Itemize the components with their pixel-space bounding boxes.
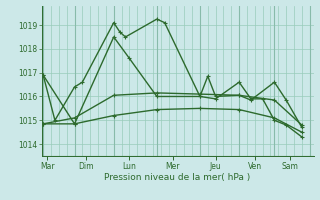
X-axis label: Pression niveau de la mer( hPa ): Pression niveau de la mer( hPa ) xyxy=(104,173,251,182)
